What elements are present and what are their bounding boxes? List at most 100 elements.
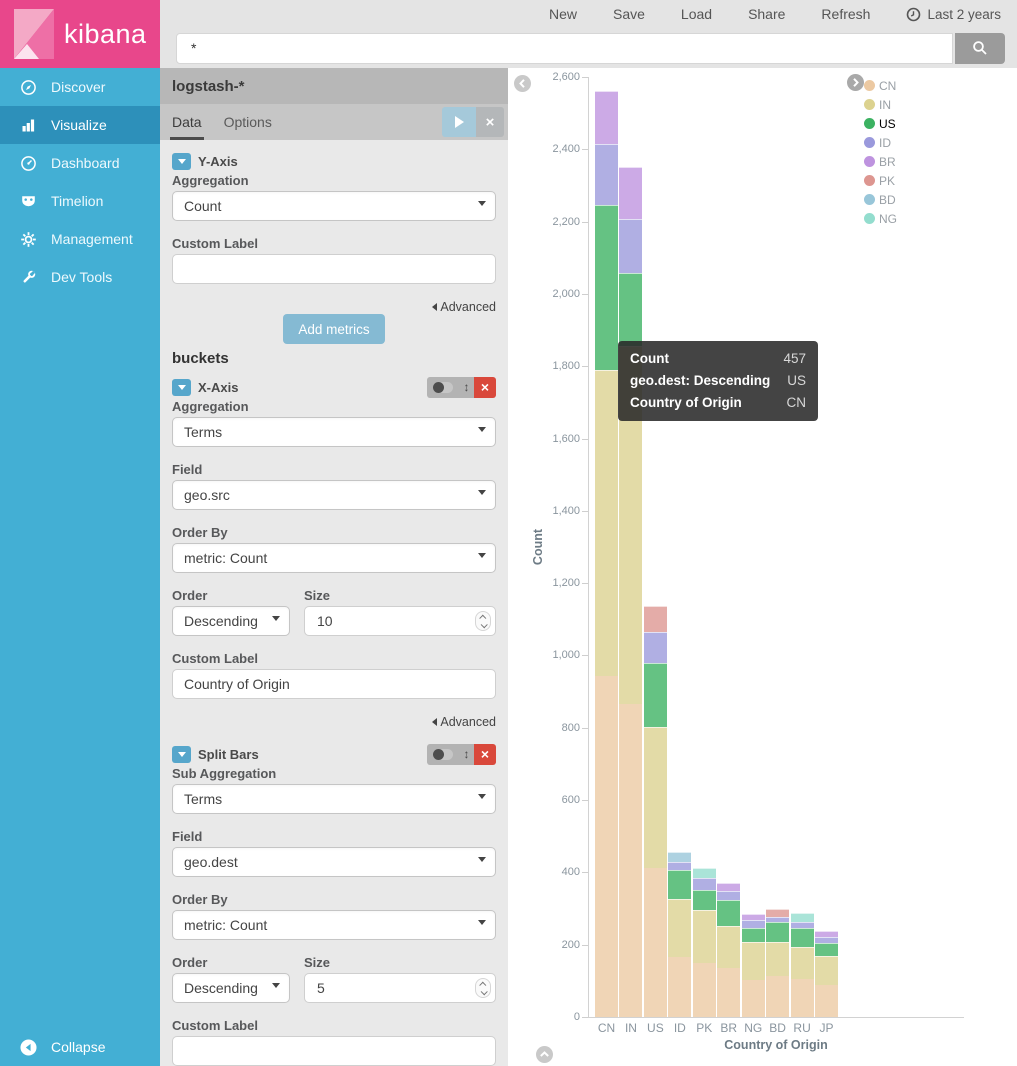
bar-segment-PK-IN[interactable] [692, 910, 716, 964]
x-axis-advanced-toggle[interactable]: Advanced [172, 715, 496, 729]
bar-segment-BR-IN[interactable] [717, 925, 741, 968]
tab-options[interactable]: Options [223, 114, 272, 130]
bar-segment-RU-ID[interactable] [790, 922, 814, 929]
split-bars-enable-toggle[interactable] [427, 743, 459, 765]
bar-segment-CN-CN[interactable] [595, 676, 618, 1017]
sidebar-item-timelion[interactable]: Timelion [0, 182, 160, 220]
x-axis-collapse-button[interactable] [172, 378, 191, 396]
bar-segment-ID-IN[interactable] [668, 899, 692, 957]
bar-segment-PK-CN[interactable] [692, 963, 716, 1017]
bar-segment-NG-US[interactable] [741, 928, 765, 943]
query-input[interactable] [176, 32, 953, 64]
bar-segment-NG-IN[interactable] [741, 942, 765, 981]
bar-segment-US-PK[interactable] [643, 605, 667, 633]
bar-segment-JP-ID[interactable] [815, 936, 839, 943]
bar-segment-NG-ID[interactable] [741, 920, 765, 929]
apply-changes-button[interactable] [442, 107, 476, 137]
bar-segment-CN-BR[interactable] [595, 91, 618, 144]
sidebar-item-management[interactable]: Management [0, 220, 160, 258]
bar-segment-BR-ID[interactable] [717, 890, 741, 900]
topnav-save[interactable]: Save [612, 6, 645, 22]
move-updown-icon[interactable]: ↕ [459, 376, 474, 398]
y-axis-custom-label-input[interactable] [172, 254, 496, 284]
split-bars-order-by-select[interactable]: metric: Count [172, 910, 496, 940]
x-axis-enable-toggle[interactable] [427, 376, 459, 398]
bar-segment-BR-BR[interactable] [717, 882, 741, 891]
split-bars-sub-aggregation-select[interactable]: Terms [172, 784, 496, 814]
bar-segment-US-US[interactable] [643, 663, 667, 728]
topnav-load[interactable]: Load [680, 6, 713, 22]
sidebar-item-dashboard[interactable]: Dashboard [0, 144, 160, 182]
legend-item-CN[interactable]: CN [864, 76, 897, 95]
chart-collapse-left-icon[interactable] [514, 75, 531, 92]
bar-segment-NG-CN[interactable] [741, 980, 765, 1017]
split-bars-delete-button[interactable]: × [474, 743, 496, 765]
sidebar-item-dev-tools[interactable]: Dev Tools [0, 258, 160, 296]
bar-segment-BR-CN[interactable] [717, 967, 741, 1017]
search-button[interactable] [955, 32, 1005, 64]
bar-segment-JP-CN[interactable] [815, 985, 839, 1017]
add-metrics-button[interactable]: Add metrics [283, 314, 385, 344]
legend-item-BR[interactable]: BR [864, 152, 897, 171]
x-axis-field-select[interactable]: geo.src [172, 480, 496, 510]
bar-segment-RU-IN[interactable] [790, 947, 814, 980]
bar-segment-BD-US[interactable] [766, 921, 790, 943]
y-axis-advanced-toggle[interactable]: Advanced [172, 300, 496, 314]
x-axis-order-select[interactable]: Descending [172, 606, 290, 636]
chart-collapse-up-icon[interactable] [536, 1046, 553, 1063]
topnav-new[interactable]: New [548, 6, 577, 22]
legend-collapse-right-icon[interactable] [847, 74, 864, 91]
legend-item-PK[interactable]: PK [864, 171, 897, 190]
split-bars-size-input[interactable] [304, 973, 496, 1003]
bar-segment-IN-US[interactable] [619, 272, 643, 347]
y-axis-aggregation-select[interactable]: Count [172, 191, 496, 221]
bar-segment-RU-CN[interactable] [790, 979, 814, 1017]
bar-segment-CN-ID[interactable] [595, 143, 618, 205]
bar-segment-JP-US[interactable] [815, 942, 839, 957]
legend-item-BD[interactable]: BD [864, 190, 897, 209]
bar-segment-RU-NG[interactable] [790, 913, 814, 923]
bar-segment-ID-BD[interactable] [668, 852, 692, 862]
bar-segment-CN-US[interactable] [595, 204, 618, 370]
y-axis-collapse-button[interactable] [172, 152, 191, 170]
topnav-refresh[interactable]: Refresh [821, 6, 871, 22]
bar-segment-IN-BR[interactable] [619, 167, 643, 220]
x-axis-size-input[interactable] [304, 606, 496, 636]
sidebar-collapse-button[interactable]: Collapse [0, 1028, 160, 1066]
time-picker-button[interactable]: Last 2 years [906, 7, 1001, 22]
sidebar-item-discover[interactable]: Discover [0, 68, 160, 106]
x-axis-delete-button[interactable]: × [474, 376, 496, 398]
bar-segment-US-CN[interactable] [643, 868, 667, 1017]
legend-item-IN[interactable]: IN [864, 95, 897, 114]
split-bars-collapse-button[interactable] [172, 745, 191, 763]
bar-segment-BD-PK[interactable] [766, 908, 790, 917]
bar-segment-PK-US[interactable] [692, 890, 716, 910]
bar-segment-ID-CN[interactable] [668, 957, 692, 1017]
bar-segment-US-ID[interactable] [643, 632, 667, 664]
bar-segment-BD-CN[interactable] [766, 976, 790, 1017]
move-updown-icon[interactable]: ↕ [459, 743, 474, 765]
bar-segment-NG-BR[interactable] [741, 913, 765, 921]
x-axis-custom-label-input[interactable] [172, 669, 496, 699]
bar-segment-CN-IN[interactable] [595, 369, 618, 677]
x-axis-aggregation-select[interactable]: Terms [172, 417, 496, 447]
bar-segment-BD-IN[interactable] [766, 942, 790, 977]
bar-segment-BD-ID[interactable] [766, 916, 790, 922]
bar-segment-IN-CN[interactable] [619, 703, 643, 1017]
x-axis-order-by-select[interactable]: metric: Count [172, 543, 496, 573]
legend-item-NG[interactable]: NG [864, 209, 897, 228]
bar-segment-PK-NG[interactable] [692, 868, 716, 878]
sidebar-item-visualize[interactable]: Visualize [0, 106, 160, 144]
bar-segment-BR-US[interactable] [717, 899, 741, 926]
bar-segment-ID-US[interactable] [668, 869, 692, 900]
tab-data[interactable]: Data [170, 104, 204, 140]
number-spinner-icon[interactable] [475, 611, 491, 631]
bar-segment-ID-ID[interactable] [668, 861, 692, 870]
legend-item-ID[interactable]: ID [864, 133, 897, 152]
legend-item-US[interactable]: US [864, 114, 897, 133]
topnav-share[interactable]: Share [748, 6, 786, 22]
bar-segment-JP-BR[interactable] [815, 930, 839, 937]
bar-segment-JP-IN[interactable] [815, 956, 839, 986]
bar-segment-PK-ID[interactable] [692, 877, 716, 891]
split-bars-custom-label-input[interactable] [172, 1036, 496, 1066]
